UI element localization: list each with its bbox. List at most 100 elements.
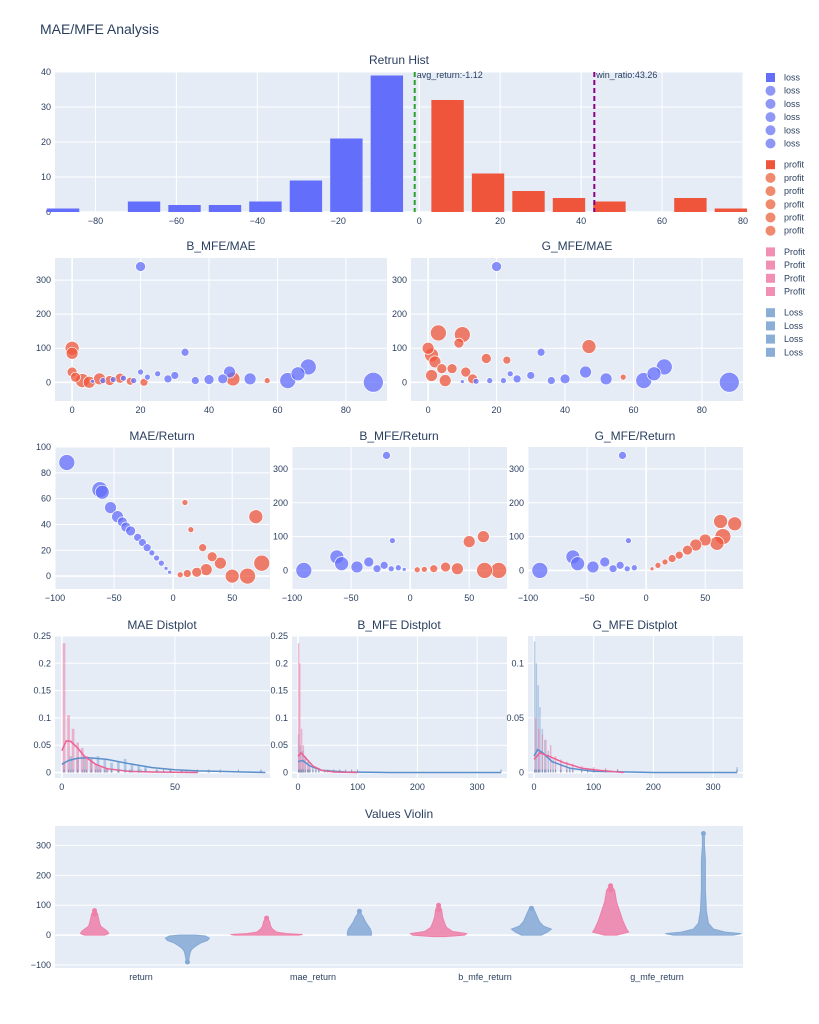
subplot-violin: Values Violin −100 0 100 200 300 return mae_ret… [31,807,743,982]
y-tick-label: 300 [273,464,288,474]
kde-curve-loss [61,757,266,774]
scatter-point [120,374,127,382]
violin-outlier [264,915,270,921]
scatter-point [223,365,236,379]
scatter-point [429,564,439,574]
dist-bin-loss [110,762,113,773]
x-tick-label: 0 [295,782,300,792]
scatter-point [430,324,447,342]
y-tick-label: 60 [41,494,51,504]
x-tick-label: 20 [136,405,146,415]
y-tick-label: 100 [392,343,407,353]
y-tick-label: 10 [41,172,51,182]
y-tick-label: 200 [36,309,51,319]
scatter-point [618,451,627,460]
scatter-point [191,566,203,578]
legend-label: loss [784,99,801,109]
x-tick-label: 50 [227,593,237,603]
subplot-title: G_MFE/Return [595,429,676,443]
legend-label: profit [784,160,805,170]
hist-bar [208,205,242,212]
scatter-point [661,558,669,566]
x-tick-label: 80 [697,405,707,415]
scatter-point [446,363,458,375]
violin-category-label: b_mfe_return [458,972,512,982]
scatter-point [531,562,549,579]
x-tick-label: −20 [331,216,346,226]
y-tick-label: 0.15 [33,686,51,696]
scatter-point [137,368,144,376]
plot-area [55,447,270,589]
scatter-point [70,371,81,383]
legend-label: Loss [784,347,804,357]
scatter-point [570,556,585,571]
scatter-point [586,560,600,574]
dist-bin-profit [304,756,306,773]
y-tick-label: 0.1 [511,658,524,668]
legend-swatch-circle [765,138,776,149]
violin-shape [164,934,211,963]
legend-label: profit [784,226,805,236]
x-tick-label: 60 [628,405,638,415]
scatter-point [187,526,195,533]
plot-area [55,826,743,968]
legend: losslosslosslosslosslossprofitprofitprof… [765,73,806,357]
violin-category-label: return [129,972,153,982]
scatter-point [459,379,465,384]
scatter-point [176,571,184,579]
y-tick-label: 40 [41,67,51,77]
scatter-point [214,556,227,570]
plot-area [528,636,743,778]
dist-bin-loss [130,764,134,773]
scatter-point [599,556,611,568]
y-tick-label: 200 [509,498,524,508]
scatter-point [727,516,743,532]
y-tick-label: 0.05 [506,713,524,723]
y-tick-label: 100 [509,532,524,542]
legend-swatch-square [766,321,775,331]
y-tick-label: 0 [519,565,524,575]
x-tick-label: −50 [106,593,121,603]
y-tick-label: 20 [41,137,51,147]
scatter-point [290,366,306,382]
scatter-point [615,560,625,570]
subplot-title: MAE/Return [129,429,194,443]
dist-bin-loss [123,758,127,773]
y-tick-label: 0.05 [33,740,51,750]
violin-outlier [608,883,614,889]
hist-bar [471,173,505,212]
legend-swatch-square [766,273,775,283]
y-tick-label: 0 [46,377,51,387]
scatter-point [462,535,476,549]
y-tick-label: 0.1 [275,713,288,723]
scatter-point [649,566,655,572]
legend-Profit-group: Profit Profit Profit Profit [766,247,806,297]
scatter-point [203,374,215,385]
legend-label: profit [784,213,805,223]
legend-swatch-circle [765,85,776,96]
x-tick-label: 100 [586,782,601,792]
scatter-point [536,347,546,357]
y-tick-label: 0.25 [33,631,51,641]
legend-label: Profit [784,287,806,297]
plot-area [55,636,270,778]
scatter-point [421,341,435,355]
scatter-point [674,550,684,560]
scatter-point [512,374,522,384]
y-tick-label: 80 [41,468,51,478]
hist-bar [512,191,545,212]
dist-bin-loss [307,761,310,773]
scatter-point [581,339,597,354]
subplot-b_mfe_mae: B_MFE/MAE 0 100 200 300 0 20 40 60 80 [36,239,387,415]
x-tick-label: 50 [170,782,180,792]
legend-swatch-circle [765,212,776,223]
y-tick-label: 0.2 [38,658,51,668]
scatter-point [436,363,448,375]
scatter-point [559,373,571,385]
y-tick-label: 300 [36,275,51,285]
hist-bar [249,201,282,212]
x-tick-label: 40 [560,405,570,415]
scatter-point [99,377,107,384]
scatter-point [382,451,391,460]
scatter-point [460,366,472,378]
